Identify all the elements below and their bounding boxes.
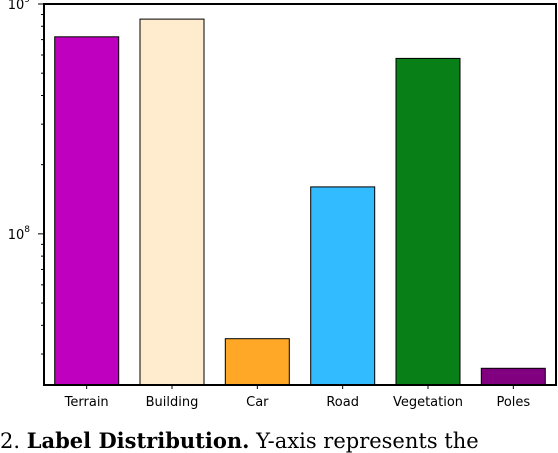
bars-group <box>54 18 546 386</box>
bar-car <box>224 338 290 386</box>
x-label-car: Car <box>246 395 269 410</box>
x-label-vegetation: Vegetation <box>393 395 463 410</box>
y-axis: 108 109 <box>8 0 44 355</box>
bar-chart: Terrain Building Car Road Vegetation Poles 10… <box>8 0 557 410</box>
x-label-building: Building <box>146 395 199 410</box>
plot-frame <box>43 3 557 386</box>
figure-caption: 2. Label Distribution. Y-axis represents… <box>0 428 479 453</box>
x-label-terrain: Terrain <box>64 395 109 410</box>
caption-bold: Label Distribution. <box>26 428 250 453</box>
x-label-poles: Poles <box>496 395 530 410</box>
bar-vegetation <box>395 57 461 386</box>
caption-prefix: 2. <box>0 429 21 453</box>
y-tick-label-1e8: 108 <box>8 225 31 243</box>
x-tick-labels: Terrain Building Car Road Vegetation Poles <box>64 385 530 410</box>
bar-terrain <box>54 36 120 386</box>
y-tick-label-1e9: 109 <box>8 0 31 13</box>
bar-road <box>310 186 376 386</box>
bar-building <box>139 18 205 386</box>
bar-poles <box>480 367 546 386</box>
caption-rest: Y-axis represents the <box>249 429 479 453</box>
x-label-road: Road <box>326 395 359 410</box>
